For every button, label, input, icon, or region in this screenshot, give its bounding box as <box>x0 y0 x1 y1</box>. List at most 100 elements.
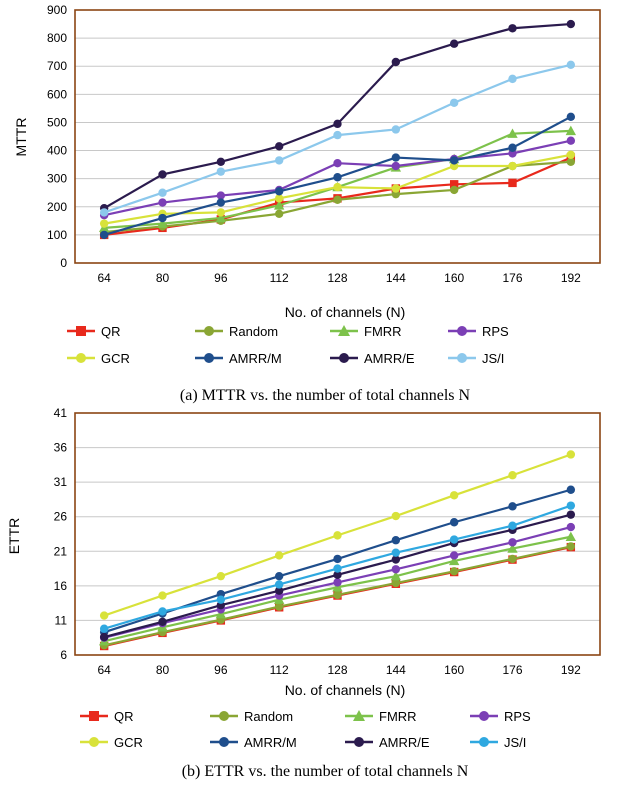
data-point <box>333 590 342 600</box>
data-point <box>333 570 342 579</box>
data-point <box>391 153 401 162</box>
data-point <box>449 98 459 107</box>
data-point <box>333 554 342 564</box>
y-tick-label: 0 <box>60 256 67 270</box>
ettr-chart: 6 11 16 21 26 31 36 41 64 80 96 112 128 144 160 176 192 <box>54 406 601 677</box>
data-point <box>333 130 342 140</box>
legend-item: AMRR/E <box>330 351 415 366</box>
y-tick-label: 700 <box>47 59 67 73</box>
legend-marker <box>204 326 214 336</box>
data-point <box>333 564 342 573</box>
y-tick-label: 31 <box>54 475 68 489</box>
x-tick-label: 128 <box>327 271 347 285</box>
legend-item: AMRR/M <box>210 735 297 750</box>
data-point <box>99 624 109 633</box>
data-point <box>449 156 459 165</box>
data-point <box>333 182 342 192</box>
legend-label: RPS <box>482 324 509 339</box>
data-point <box>216 157 226 166</box>
series-rps <box>99 522 576 642</box>
legend-label: JS/I <box>482 351 504 366</box>
data-point <box>391 57 401 67</box>
data-point <box>332 582 343 592</box>
legend-label: Random <box>229 324 278 339</box>
data-point <box>158 170 167 179</box>
data-point <box>391 536 401 545</box>
y-tick-label: 200 <box>47 200 67 214</box>
legend-label: QR <box>101 324 121 339</box>
data-point <box>508 74 517 84</box>
data-point <box>508 471 517 480</box>
x-tick-label: 80 <box>156 663 170 677</box>
data-point <box>449 518 459 527</box>
x-tick-label: 176 <box>502 271 522 285</box>
legend-marker <box>479 711 489 721</box>
x-tick-label: 160 <box>444 663 464 677</box>
y-tick-label: 500 <box>47 115 67 129</box>
data-point <box>449 180 459 189</box>
legend-marker <box>89 711 99 721</box>
plot-frame <box>74 9 601 264</box>
data-point <box>333 578 342 587</box>
data-point <box>448 555 460 566</box>
data-point <box>333 531 342 540</box>
data-point <box>566 150 576 159</box>
x-tick-label: 96 <box>214 271 228 285</box>
legend-label: RPS <box>504 709 531 724</box>
legend-item: AMRR/M <box>195 351 282 366</box>
ettr-caption: (b) ETTR vs. the number of total channel… <box>182 763 469 780</box>
data-point <box>216 191 226 200</box>
legend-label: FMRR <box>379 709 417 724</box>
mttr-legend: QR Random FMRR RPS GCR AMRR/M AMRR/E JS/I <box>67 324 509 366</box>
data-point <box>391 125 401 134</box>
legend-marker <box>219 737 229 747</box>
data-point <box>449 491 459 500</box>
legend-label: AMRR/E <box>364 351 415 366</box>
data-point <box>508 161 517 171</box>
data-point <box>391 548 401 557</box>
legend-label: AMRR/M <box>244 735 297 750</box>
mttr-y-axis-label: MTTR <box>13 118 29 157</box>
data-point <box>216 571 226 581</box>
legend-item: FMRR <box>330 324 402 339</box>
data-point <box>449 535 459 544</box>
data-point <box>565 531 577 541</box>
data-point <box>99 632 109 642</box>
data-point <box>508 521 517 530</box>
legend-marker <box>76 326 86 336</box>
data-point <box>274 580 284 589</box>
legend-item: RPS <box>470 709 531 724</box>
y-tick-label: 41 <box>54 406 68 420</box>
data-point <box>566 485 576 494</box>
data-point <box>508 538 517 547</box>
data-point <box>507 128 518 138</box>
y-tick-label: 11 <box>55 613 68 627</box>
data-point <box>391 565 401 574</box>
x-tick-label: 144 <box>386 663 406 677</box>
data-point <box>274 194 284 203</box>
data-point <box>273 200 285 210</box>
legend-marker <box>457 353 467 363</box>
mttr-x-axis-label: No. of channels (N) <box>285 304 406 320</box>
y-tick-label: 900 <box>47 3 67 17</box>
data-point <box>565 125 577 136</box>
x-tick-label: 96 <box>214 663 228 677</box>
y-tick-label: 16 <box>54 579 68 593</box>
data-point <box>390 570 402 581</box>
legend-marker <box>219 711 229 721</box>
mttr-chart: 0 100 200 300 400 500 600 700 800 900 64 80 96 112 128… <box>47 3 601 285</box>
data-point <box>391 161 401 171</box>
legend-item: JS/I <box>448 351 504 366</box>
legend-item: JS/I <box>470 735 526 750</box>
x-tick-label: 144 <box>386 271 406 285</box>
y-tick-label: 400 <box>47 144 67 158</box>
data-point <box>449 567 459 576</box>
data-point <box>449 185 459 195</box>
data-point <box>216 167 226 176</box>
legend-marker <box>457 326 467 336</box>
data-point <box>566 522 576 532</box>
legend-item: RPS <box>448 324 509 339</box>
data-point <box>158 591 167 600</box>
legend-label: AMRR/M <box>229 351 282 366</box>
